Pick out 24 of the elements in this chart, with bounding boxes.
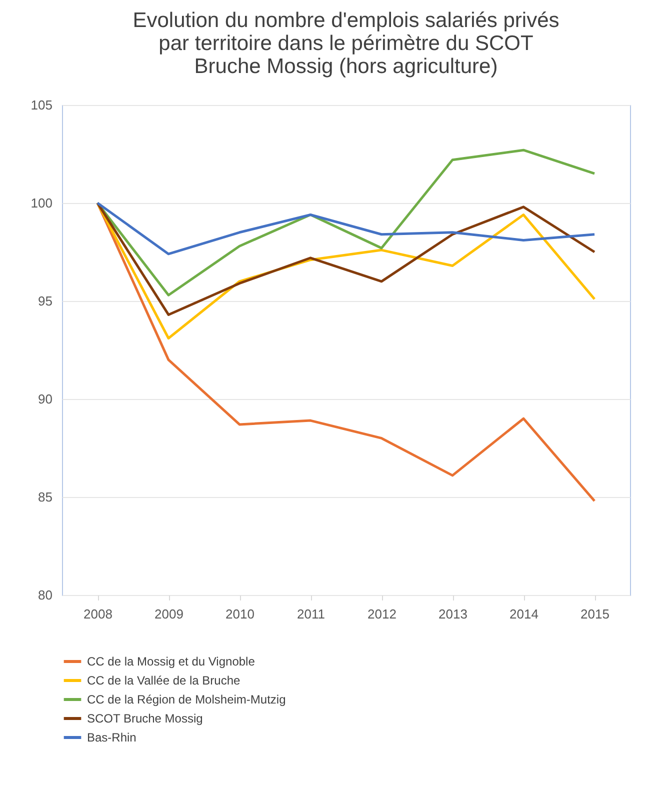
x-tick-label: 2013 bbox=[438, 606, 468, 622]
line-series bbox=[96, 202, 596, 256]
y-tick-label: 80 bbox=[38, 588, 52, 602]
x-tick-label: 2014 bbox=[510, 606, 538, 622]
text: Evolution du nombre d'emplois salariés privés bbox=[132, 9, 560, 32]
y-tick-label: 95 bbox=[38, 294, 52, 308]
legend-label: SCOT Bruche Mossig bbox=[87, 712, 203, 726]
line-series bbox=[96, 202, 596, 316]
y-tick-label: 85 bbox=[38, 490, 52, 504]
x-tick-label: 2009 bbox=[154, 606, 184, 622]
legend-label: Bas-Rhin bbox=[87, 730, 136, 744]
x-tick-label: 2012 bbox=[368, 606, 396, 622]
x-tick-label: 2010 bbox=[226, 606, 254, 622]
y-tick-label: 100 bbox=[30, 196, 52, 210]
text: Bruche Mossig (hors agriculture) bbox=[194, 55, 498, 78]
legend-label: CC de la Mossig et du Vignoble bbox=[87, 654, 256, 668]
y-tick-label: 90 bbox=[38, 392, 52, 406]
y-tick-label: 105 bbox=[30, 98, 52, 112]
x-tick-label: 2008 bbox=[84, 606, 112, 622]
legend-label: CC de la Région de Molsheim-Mutzig bbox=[87, 692, 286, 706]
legend-label: CC de la Vallée de la Bruche bbox=[87, 674, 241, 688]
text: par territoire dans le périmètre du SCOT bbox=[158, 32, 534, 55]
x-tick-label: 2011 bbox=[297, 606, 325, 622]
x-tick-label: 2015 bbox=[580, 606, 610, 622]
